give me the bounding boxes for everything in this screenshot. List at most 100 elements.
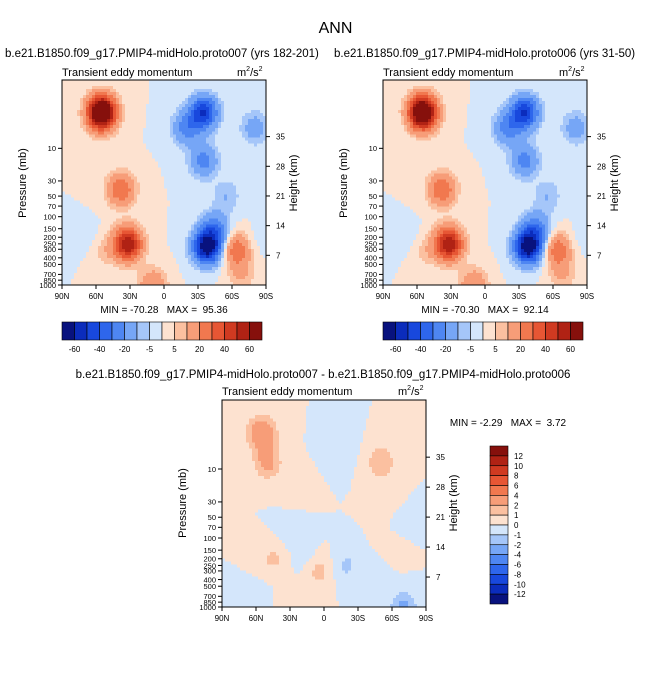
field-cell [68, 206, 72, 211]
field-cell [95, 224, 99, 229]
field-cell [71, 176, 75, 181]
field-cell [197, 167, 201, 172]
field-cell [230, 104, 234, 108]
field-cell [260, 245, 264, 250]
field-cell [227, 119, 231, 123]
field-cell [110, 122, 114, 126]
field-cell [104, 122, 108, 126]
field-cell [170, 182, 174, 187]
field-cell [68, 89, 72, 93]
field-cell [203, 92, 207, 96]
field-cell [167, 113, 171, 117]
field-cell [242, 146, 246, 150]
field-cell [212, 242, 216, 247]
field-cell [125, 221, 129, 226]
field-cell [182, 182, 186, 187]
field-cell [239, 194, 243, 199]
field-cell [245, 236, 249, 241]
field-cell [137, 98, 141, 102]
field-cell [146, 161, 150, 166]
field-cell [221, 80, 225, 84]
field-cell [98, 83, 102, 87]
field-cell [92, 92, 96, 96]
field-cell [143, 164, 147, 169]
field-cell [257, 239, 261, 244]
field-cell [185, 167, 189, 172]
field-cell [194, 101, 198, 105]
field-cell [104, 80, 108, 84]
field-cell [179, 107, 183, 111]
field-cell [263, 134, 267, 138]
field-cell [71, 155, 75, 159]
field-cell [215, 200, 219, 205]
field-cell [86, 182, 90, 187]
field-cell [101, 167, 105, 172]
field-cell [80, 209, 84, 214]
field-cell [188, 134, 192, 138]
field-cell [182, 134, 186, 138]
field-cell [161, 152, 165, 156]
field-cell [92, 131, 96, 135]
field-cell [146, 215, 150, 220]
field-cell [227, 173, 231, 178]
field-cell [254, 134, 258, 138]
field-cell [212, 161, 216, 166]
field-cell [212, 116, 216, 120]
field-cell [176, 122, 180, 126]
field-cell [119, 134, 123, 138]
field-cell [239, 161, 243, 166]
field-cell [89, 230, 93, 235]
field-cell [149, 116, 153, 120]
field-cell [194, 89, 198, 93]
field-cell [65, 95, 69, 99]
field-cell [164, 167, 168, 172]
field-cell [71, 137, 75, 141]
field-cell [212, 152, 216, 156]
field-cell [179, 230, 183, 235]
field-cell [143, 107, 147, 111]
field-cell [236, 116, 240, 120]
field-cell [83, 113, 87, 117]
field-cell [164, 164, 168, 169]
field-cell [239, 125, 243, 129]
field-cell [200, 167, 204, 172]
field-cell [89, 191, 93, 196]
field-cell [140, 182, 144, 187]
field-cell [104, 155, 108, 159]
field-cell [161, 134, 165, 138]
field-cell [149, 200, 153, 205]
field-cell [194, 125, 198, 129]
field-cell [194, 92, 198, 96]
field-cell [125, 224, 129, 229]
field-cell [206, 188, 210, 193]
field-cell [170, 143, 174, 147]
field-cell [140, 152, 144, 156]
field-cell [86, 236, 90, 241]
field-cell [71, 134, 75, 138]
field-cell [263, 95, 267, 99]
field-cell [233, 158, 237, 162]
field-cell [200, 185, 204, 190]
field-cell [131, 167, 135, 172]
field-cell [191, 209, 195, 214]
field-cell [185, 182, 189, 187]
field-cell [77, 155, 81, 159]
field-cell [206, 158, 210, 162]
field-cell [101, 92, 105, 96]
field-cell [110, 209, 114, 214]
field-cell [62, 116, 66, 120]
field-cell [128, 170, 132, 175]
field-cell [68, 215, 72, 220]
field-cell [122, 134, 126, 138]
field-cell [149, 95, 153, 99]
field-cell [161, 161, 165, 166]
field-cell [251, 200, 255, 205]
field-cell [233, 221, 237, 226]
field-cell [257, 80, 261, 84]
field-cell [182, 191, 186, 196]
field-cell [125, 92, 129, 96]
field-cell [122, 86, 126, 90]
field-cell [104, 161, 108, 166]
field-cell [107, 227, 111, 232]
field-cell [182, 80, 186, 84]
